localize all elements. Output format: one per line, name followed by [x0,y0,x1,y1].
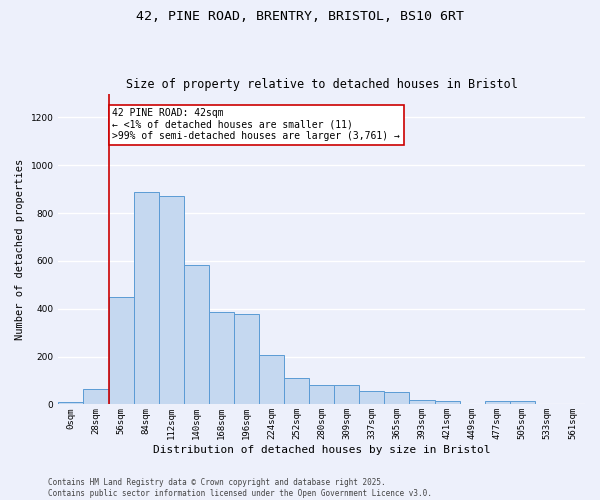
Bar [234,314,259,404]
Y-axis label: Number of detached properties: Number of detached properties [15,158,25,340]
Bar [109,297,134,405]
Bar [259,356,284,405]
Bar [359,392,385,404]
Bar [434,401,460,404]
Title: Size of property relative to detached houses in Bristol: Size of property relative to detached ho… [126,78,518,91]
Bar [159,196,184,404]
Bar [510,401,535,404]
Text: 42 PINE ROAD: 42sqm
← <1% of detached houses are smaller (11)
>99% of semi-detac: 42 PINE ROAD: 42sqm ← <1% of detached ho… [112,108,400,141]
Bar [134,192,159,404]
Text: 42, PINE ROAD, BRENTRY, BRISTOL, BS10 6RT: 42, PINE ROAD, BRENTRY, BRISTOL, BS10 6R… [136,10,464,23]
Bar [309,386,334,404]
Text: Contains HM Land Registry data © Crown copyright and database right 2025.
Contai: Contains HM Land Registry data © Crown c… [48,478,432,498]
Bar [209,312,234,404]
Bar [409,400,434,404]
Bar [83,389,109,404]
Bar [385,392,409,404]
Bar [184,264,209,404]
Bar [334,386,359,404]
Bar [284,378,309,404]
X-axis label: Distribution of detached houses by size in Bristol: Distribution of detached houses by size … [153,445,490,455]
Bar [58,402,83,404]
Bar [485,401,510,404]
